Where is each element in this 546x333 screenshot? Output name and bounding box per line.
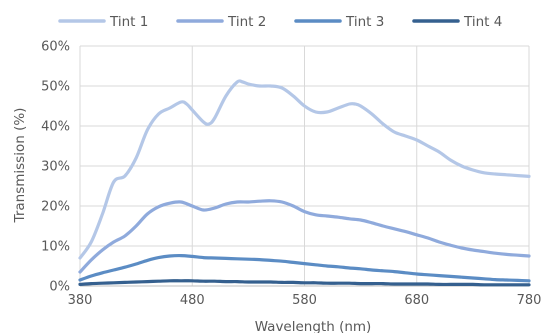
y-tick-label: 10% (41, 240, 70, 255)
y-axis-title: Transmission (%) (12, 108, 28, 224)
legend-label: Tint 2 (227, 14, 266, 30)
legend-label: Tint 4 (463, 14, 502, 30)
gridlines (79, 45, 530, 286)
y-tick-label: 0% (49, 280, 70, 295)
x-tick-labels: 380 480 580 680 780 (68, 293, 542, 308)
series-line-tint-2 (78, 199, 531, 274)
series-lines (78, 79, 531, 287)
y-tick-label: 50% (41, 80, 70, 95)
x-tick-label: 480 (180, 293, 205, 308)
x-axis-title: Wavelength (nm) (255, 319, 372, 333)
y-tick-label: 20% (41, 200, 70, 215)
x-tick-label: 780 (517, 293, 542, 308)
y-tick-labels: 0% 10% 20% 30% 40% 50% 60% (41, 40, 70, 295)
y-tick-label: 40% (41, 120, 70, 135)
y-tick-label: 30% (41, 160, 70, 175)
legend-label: Tint 1 (109, 14, 148, 30)
x-tick-label: 380 (68, 293, 93, 308)
y-tick-label: 60% (41, 40, 70, 55)
x-tick-label: 580 (292, 293, 317, 308)
series-line-tint-4 (78, 279, 531, 287)
series-line-tint-3 (78, 253, 531, 283)
legend: Tint 1 Tint 2 Tint 3 Tint 4 (58, 14, 502, 30)
x-tick-label: 680 (404, 293, 429, 308)
legend-label: Tint 3 (345, 14, 384, 30)
series-line-tint-1 (78, 79, 531, 260)
